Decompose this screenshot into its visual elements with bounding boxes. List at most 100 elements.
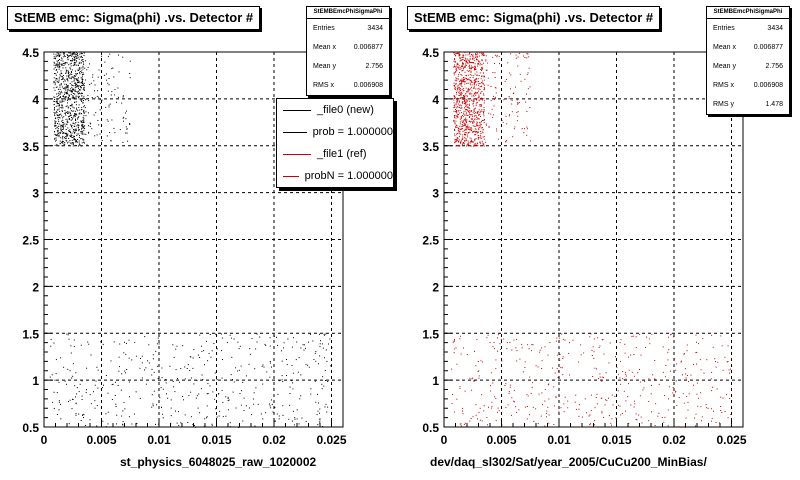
stat-value: 1.478 (765, 101, 783, 108)
data-point (475, 54, 476, 56)
data-point (622, 371, 624, 373)
data-point (61, 99, 63, 101)
data-point (473, 92, 475, 94)
data-point (675, 380, 677, 382)
data-point (261, 365, 263, 367)
data-point (68, 423, 70, 425)
data-point (62, 95, 64, 97)
data-point (83, 142, 85, 144)
data-point (682, 393, 684, 395)
data-point (477, 122, 479, 124)
data-point (479, 83, 481, 85)
data-point (303, 344, 305, 346)
data-point (75, 128, 77, 130)
data-point (91, 128, 93, 130)
data-point (455, 53, 457, 55)
data-point (271, 399, 272, 401)
data-point (81, 80, 83, 82)
data-point (72, 136, 74, 138)
data-point (67, 122, 69, 123)
data-point (73, 78, 75, 79)
data-point (58, 123, 60, 125)
data-point (227, 400, 229, 401)
data-point (76, 85, 78, 86)
data-point (71, 53, 73, 55)
data-point (87, 341, 89, 343)
data-point (129, 77, 131, 79)
data-point (83, 119, 85, 121)
data-point (475, 365, 477, 367)
data-point (468, 142, 470, 144)
data-point (473, 121, 475, 123)
data-point (471, 140, 473, 142)
x-tick-label: 0.005 (86, 433, 116, 447)
data-point (466, 126, 468, 127)
data-point (71, 84, 73, 86)
data-point (75, 104, 77, 106)
data-point (459, 128, 461, 130)
data-point (529, 86, 531, 88)
data-point (457, 115, 459, 117)
data-point (493, 105, 495, 107)
data-point (611, 418, 613, 420)
data-point (178, 424, 180, 426)
data-point (105, 426, 107, 428)
data-point (182, 396, 184, 397)
data-point (678, 426, 680, 428)
data-point (63, 137, 65, 139)
data-point (97, 387, 99, 389)
data-point (455, 80, 457, 82)
data-point (674, 358, 676, 360)
data-point (145, 367, 147, 369)
data-point (460, 97, 462, 99)
data-point (319, 343, 321, 345)
data-point (122, 95, 124, 97)
data-point (66, 78, 68, 80)
data-point (301, 417, 303, 419)
data-point (67, 59, 69, 61)
data-point (651, 411, 652, 413)
data-point (75, 90, 77, 92)
data-point (65, 69, 67, 71)
data-point (457, 97, 459, 99)
data-point (478, 96, 480, 98)
data-point (461, 88, 463, 90)
data-point (82, 120, 84, 122)
data-point (505, 115, 507, 117)
data-point (619, 360, 621, 362)
data-point (625, 375, 627, 377)
data-point (645, 347, 646, 348)
data-point (262, 418, 264, 420)
data-point (74, 93, 76, 95)
data-point (56, 99, 58, 101)
data-point (114, 89, 116, 91)
data-point (59, 63, 61, 65)
data-point (75, 118, 76, 120)
data-point (83, 82, 85, 84)
data-point (269, 345, 271, 347)
stat-label: Entries (713, 25, 735, 32)
data-point (469, 89, 470, 91)
data-point (229, 422, 231, 424)
data-point (66, 87, 68, 89)
data-point (83, 85, 85, 87)
data-point (89, 419, 91, 421)
data-point (59, 55, 60, 56)
data-point (477, 53, 479, 55)
data-point (524, 367, 526, 368)
stat-label: RMS y (713, 101, 734, 108)
data-point (608, 362, 610, 364)
data-point (82, 117, 84, 119)
data-point (457, 78, 459, 80)
data-point (75, 101, 77, 103)
data-point (141, 362, 143, 364)
data-point (470, 145, 472, 147)
data-point (479, 61, 481, 63)
data-point (56, 111, 57, 113)
data-point (454, 55, 456, 57)
data-point (455, 141, 457, 143)
data-point (620, 339, 622, 341)
data-point (128, 416, 130, 418)
data-point (729, 398, 731, 399)
data-point (140, 358, 141, 359)
